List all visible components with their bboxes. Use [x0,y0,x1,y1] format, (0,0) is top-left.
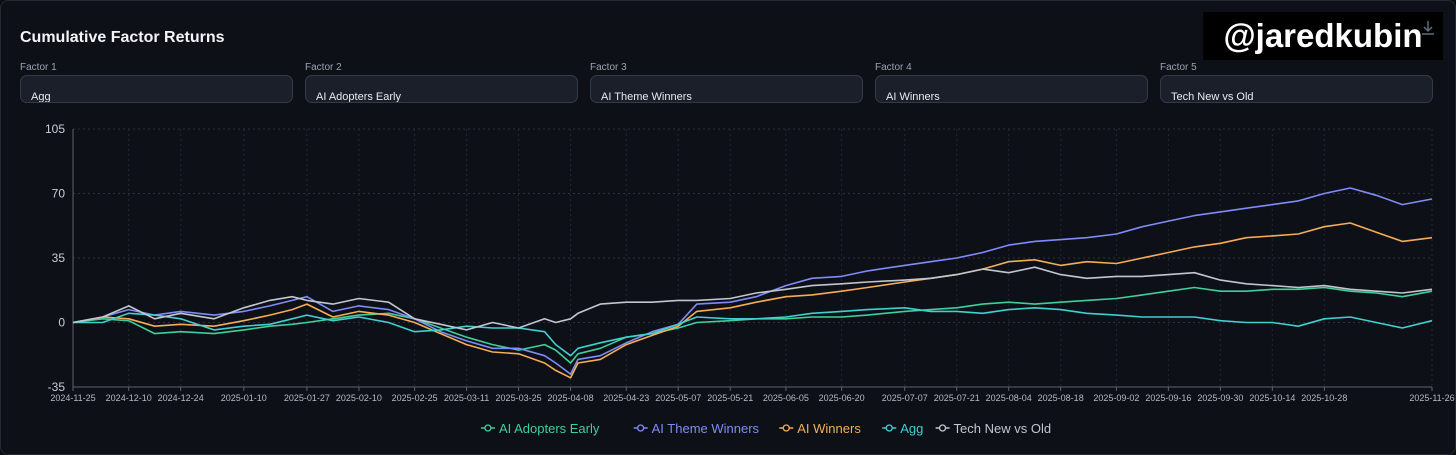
series-line-2 [72,187,1433,375]
factor-1-select[interactable]: Agg [20,75,293,103]
x-tick-label: 2025-09-30 [1197,393,1243,403]
series-line-4 [73,306,1433,357]
y-tick-label: 70 [52,187,66,201]
y-tick-label: 35 [52,251,66,265]
factor-1-label: Factor 1 [20,62,57,73]
factor-4-value: AI Winners [886,91,940,103]
legend-marker [938,424,947,432]
legend-marker [637,424,645,432]
x-tick-label: 2025-05-07 [655,393,701,403]
y-tick-label: -35 [48,380,66,394]
y-tick-label: 0 [58,316,65,330]
legend-marker [782,424,790,432]
factor-1-value: Agg [31,91,51,103]
x-tick-label: 2025-09-16 [1145,393,1191,403]
x-tick-label: 2025-01-27 [284,393,330,403]
series-line-5 [72,266,1433,331]
x-tick-label: 2025-01-10 [221,393,267,403]
series-line-3 [72,222,1433,379]
factor-2-label: Factor 2 [305,62,342,73]
x-tick-label: 2025-03-11 [444,393,489,403]
chart-title: Cumulative Factor Returns [20,29,225,46]
series-line-1 [72,286,1433,364]
download-icon[interactable] [1418,20,1438,40]
factor-5-label: Factor 5 [1160,62,1197,73]
x-tick-label: 2025-08-04 [986,393,1032,403]
x-tick-label: 2025-09-02 [1093,393,1139,403]
x-tick-label: 2025-10-28 [1301,393,1347,403]
watermark: @jaredkubin [1203,12,1443,60]
legend-label: AI Winners [797,421,861,436]
x-tick-label: 2024-12-24 [158,393,204,403]
x-tick-label: 2025-08-18 [1038,393,1084,403]
factor-5-value: Tech New vs Old [1171,91,1254,103]
legend-marker [484,424,492,432]
x-tick-label: 2025-04-08 [548,393,594,403]
x-tick-label: 2025-10-14 [1249,393,1295,403]
factor-3-value: AI Theme Winners [601,91,692,103]
x-tick-label: 2025-03-25 [496,393,542,403]
x-tick-label: 2025-05-21 [707,393,753,403]
x-tick-label: 2024-11-25 [50,393,95,403]
factor-3-label: Factor 3 [590,62,627,73]
factor-2-value: AI Adopters Early [316,91,401,103]
x-tick-label: 2025-06-05 [763,393,809,403]
x-tick-label: 2025-11-26 [1409,393,1454,403]
x-tick-label: 2025-07-21 [934,393,980,403]
legend-label: Agg [900,421,923,436]
y-tick-label: 105 [45,122,65,136]
legend-marker [885,424,893,432]
legend-label: AI Theme Winners [652,421,760,436]
x-tick-label: 2025-02-25 [392,393,438,403]
x-tick-label: 2025-04-23 [603,393,649,403]
factor-2-select[interactable]: AI Adopters Early [305,75,578,103]
factor-4-select[interactable]: AI Winners [875,75,1148,103]
x-tick-label: 2025-02-10 [336,393,382,403]
x-tick-label: 2025-06-20 [819,393,865,403]
legend-label: Tech New vs Old [954,421,1052,436]
x-tick-label: 2024-12-10 [106,393,152,403]
legend-label: AI Adopters Early [499,421,600,436]
factor-4-label: Factor 4 [875,62,912,73]
x-tick-label: 2025-07-07 [882,393,928,403]
factor-3-select[interactable]: AI Theme Winners [590,75,863,103]
factor-5-select[interactable]: Tech New vs Old [1160,75,1433,103]
